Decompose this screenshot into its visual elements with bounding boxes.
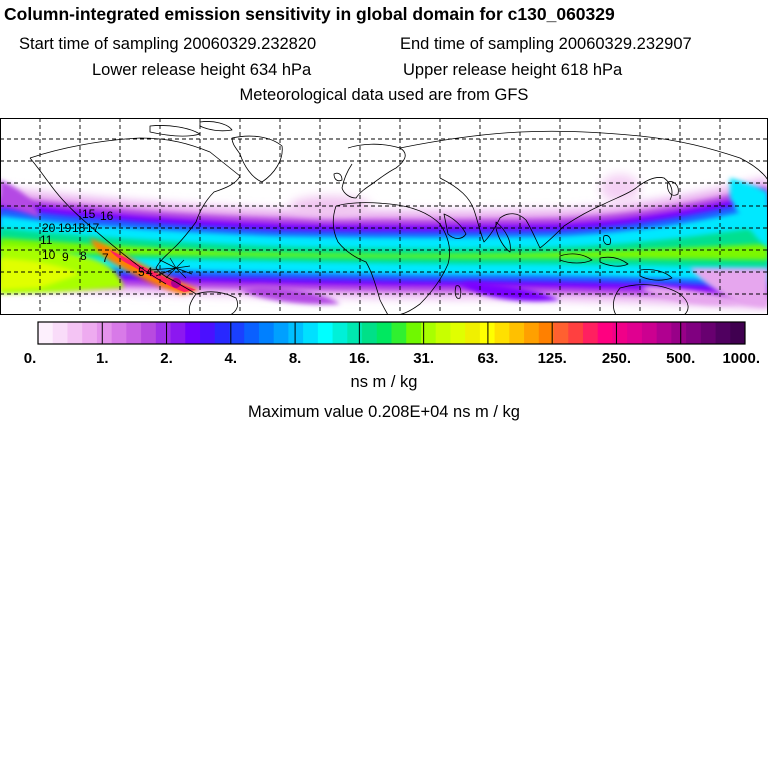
colorbar-cell bbox=[700, 322, 716, 344]
colorbar-cell bbox=[597, 322, 613, 344]
contour-label: 4 bbox=[146, 265, 153, 279]
colorbar-cell bbox=[82, 322, 98, 344]
colorbar: 0. 1. 2. 4. 8. 16. 31. 63. 125. 250. 500. 1000. bbox=[24, 321, 760, 367]
colorbar-cell bbox=[612, 322, 628, 344]
figure-title: Column-integrated emission sensitivity i… bbox=[4, 4, 615, 24]
sensitivity-field bbox=[0, 118, 768, 315]
colorbar-tick-label: 4. bbox=[225, 350, 238, 367]
colorbar-cell bbox=[347, 322, 363, 344]
colorbar-cell bbox=[730, 322, 746, 344]
colorbar-cell bbox=[671, 322, 687, 344]
contour-label: 7 bbox=[102, 251, 109, 265]
start-time-label: Start time of sampling 20060329.232820 bbox=[19, 35, 317, 53]
colorbar-cell bbox=[509, 322, 525, 344]
contour-label: 5 bbox=[138, 265, 145, 279]
colorbar-cell bbox=[494, 322, 510, 344]
colorbar-unit-label: ns m / kg bbox=[350, 373, 418, 391]
colorbar-tick-label: 16. bbox=[349, 350, 370, 367]
colorbar-cell bbox=[303, 322, 319, 344]
colorbar-cell bbox=[214, 322, 230, 344]
colorbar-cell bbox=[96, 322, 113, 344]
contour-label: 18 bbox=[72, 221, 86, 235]
colorbar-cell bbox=[288, 322, 304, 344]
colorbar-tick-labels: 0. 1. 2. 4. 8. 16. 31. 63. 125. 250. 500. 1000. bbox=[24, 350, 760, 367]
colorbar-cell bbox=[126, 322, 142, 344]
colorbar-cell bbox=[185, 322, 201, 344]
upper-release-height-label: Upper release height 618 hPa bbox=[403, 61, 623, 79]
colorbar-cell bbox=[170, 322, 186, 344]
colorbar-tick-label: 63. bbox=[477, 350, 498, 367]
colorbar-cell bbox=[200, 322, 216, 344]
colorbar-cell bbox=[376, 322, 392, 344]
colorbar-tick-label: 2. bbox=[160, 350, 173, 367]
colorbar-cell bbox=[582, 322, 599, 344]
colorbar-cells bbox=[38, 322, 746, 344]
colorbar-cell bbox=[465, 322, 481, 344]
colorbar-cell bbox=[435, 322, 451, 344]
colorbar-cell bbox=[538, 322, 554, 344]
colorbar-cell bbox=[332, 322, 348, 344]
contour-label: 9 bbox=[62, 250, 69, 264]
colorbar-tick-label: 1. bbox=[96, 350, 109, 367]
colorbar-tick-label: 125. bbox=[538, 350, 567, 367]
colorbar-cell bbox=[568, 322, 584, 344]
colorbar-cell bbox=[686, 322, 702, 344]
colorbar-cell bbox=[273, 322, 289, 344]
end-time-label: End time of sampling 20060329.232907 bbox=[400, 35, 692, 53]
colorbar-cell bbox=[656, 322, 672, 344]
trajectory-cluster bbox=[149, 257, 193, 279]
colorbar-cell bbox=[317, 322, 333, 344]
met-data-label: Meteorological data used are from GFS bbox=[239, 86, 529, 104]
contour-label: 17 bbox=[86, 221, 100, 235]
colorbar-tick-label: 8. bbox=[289, 350, 302, 367]
colorbar-tick-label: 31. bbox=[413, 350, 434, 367]
contour-label: 16 bbox=[100, 209, 114, 223]
contour-labels: 15 20 19 18 17 16 11 10 9 8 7 5 4 bbox=[40, 207, 153, 279]
colorbar-tick-label: 1000. bbox=[722, 350, 760, 367]
lower-release-height-label: Lower release height 634 hPa bbox=[92, 61, 312, 79]
colorbar-cell bbox=[627, 322, 643, 344]
maximum-value-label: Maximum value 0.208E+04 ns m / kg bbox=[248, 403, 520, 421]
colorbar-cell bbox=[420, 322, 437, 344]
colorbar-cell bbox=[38, 322, 54, 344]
colorbar-cell bbox=[524, 322, 540, 344]
contour-label: 8 bbox=[80, 249, 87, 263]
coastlines bbox=[29, 121, 768, 315]
colorbar-cell bbox=[258, 322, 275, 344]
colorbar-cell bbox=[111, 322, 127, 344]
colorbar-cell bbox=[553, 322, 569, 344]
colorbar-cell bbox=[141, 322, 157, 344]
colorbar-cell bbox=[52, 322, 68, 344]
colorbar-cell bbox=[641, 322, 658, 344]
contour-label: 11 bbox=[40, 233, 53, 247]
sensitivity-map: 15 20 19 18 17 16 11 10 9 8 7 5 4 bbox=[0, 118, 768, 315]
contour-label: 15 bbox=[82, 207, 96, 221]
contour-label: 10 bbox=[42, 248, 56, 262]
contour-label: 20 bbox=[42, 221, 56, 235]
colorbar-tick-label: 500. bbox=[666, 350, 695, 367]
colorbar-cell bbox=[155, 322, 171, 344]
colorbar-cell bbox=[362, 322, 378, 344]
colorbar-tick-label: 250. bbox=[602, 350, 631, 367]
colorbar-cell bbox=[715, 322, 731, 344]
colorbar-cell bbox=[244, 322, 260, 344]
colorbar-frame bbox=[37, 321, 746, 345]
colorbar-cell bbox=[406, 322, 422, 344]
contour-label: 19 bbox=[58, 221, 72, 235]
colorbar-cell bbox=[391, 322, 407, 344]
colorbar-cell bbox=[67, 322, 83, 344]
colorbar-tick-label: 0. bbox=[24, 350, 37, 367]
colorbar-cell bbox=[229, 322, 245, 344]
colorbar-cell bbox=[450, 322, 466, 344]
